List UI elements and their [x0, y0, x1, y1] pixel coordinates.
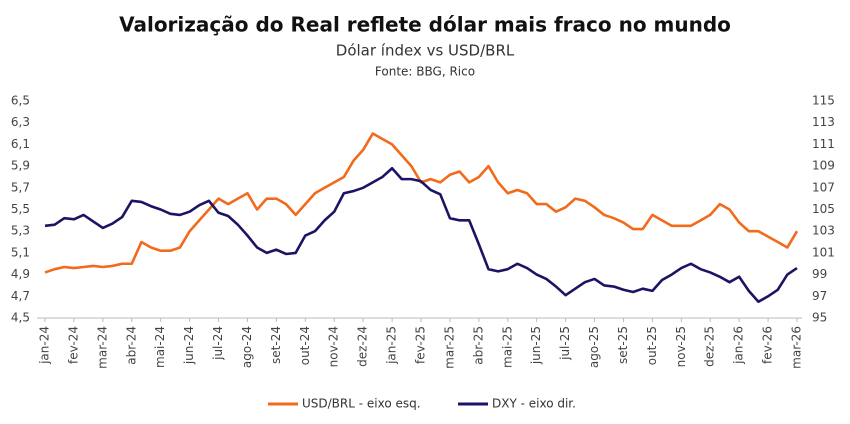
chart-subtitle: Dólar índex vs USD/BRL [336, 42, 515, 60]
x-tick-label: out-24 [298, 326, 312, 365]
x-tick-label: fev-25 [414, 326, 428, 364]
y-tick-label: 5,3 [11, 224, 30, 238]
y-tick-label: 6,5 [11, 94, 30, 108]
y-tick-label: 4,7 [11, 289, 30, 303]
chart-source: Fonte: BBG, Rico [375, 65, 475, 79]
chart-title: Valorização do Real reflete dólar mais f… [119, 13, 731, 37]
y2-tick-label: 103 [812, 224, 835, 238]
y2-tick-label: 109 [812, 159, 835, 173]
y2-tick-label: 115 [812, 94, 835, 108]
y-tick-label: 5,9 [11, 159, 30, 173]
x-tick-label: dez-25 [703, 326, 717, 367]
x-tick-label: fev-26 [761, 326, 775, 364]
y2-tick-label: 105 [812, 202, 835, 216]
x-tick-label: jan-25 [385, 326, 399, 365]
y-tick-label: 5,5 [11, 202, 30, 216]
x-tick-label: dez-24 [356, 326, 370, 367]
y2-tick-label: 95 [812, 311, 827, 325]
x-tick-label: jul-25 [558, 326, 572, 361]
y2-tick-label: 113 [812, 115, 835, 129]
y-tick-label: 6,3 [11, 115, 30, 129]
x-tick-label: abr-25 [471, 326, 485, 365]
x-tick-label: jun-25 [529, 326, 543, 365]
x-tick-label: nov-24 [327, 326, 341, 367]
x-tick-label: set-25 [616, 326, 630, 364]
y2-tick-label: 99 [812, 267, 827, 281]
x-tick-label: mai-25 [500, 326, 514, 368]
y-tick-label: 5,7 [11, 180, 30, 194]
y-tick-label: 4,9 [11, 267, 30, 281]
x-tick-label: jan-24 [38, 326, 52, 365]
x-tick-label: mar-26 [790, 326, 804, 369]
x-tick-label: jun-24 [182, 326, 196, 365]
x-tick-label: mar-24 [95, 326, 109, 369]
x-tick-label: ago-25 [587, 326, 601, 368]
x-tick-label: fev-24 [66, 326, 80, 364]
x-tick-label: ago-24 [240, 326, 254, 368]
legend-label: DXY - eixo dir. [492, 397, 576, 411]
y2-tick-label: 107 [812, 180, 835, 194]
x-tick-label: jan-26 [732, 326, 746, 365]
x-tick-label: mar-25 [442, 326, 456, 369]
x-tick-label: set-24 [269, 326, 283, 364]
x-tick-label: nov-25 [674, 326, 688, 367]
y2-tick-label: 111 [812, 137, 835, 151]
series-line [44, 132, 799, 274]
y-tick-label: 4,5 [11, 311, 30, 325]
legend-label: USD/BRL - eixo esq. [302, 397, 421, 411]
x-tick-label: abr-24 [124, 326, 138, 365]
y-tick-label: 5,1 [11, 245, 30, 259]
x-tick-label: jul-24 [211, 326, 225, 361]
x-tick-label: out-25 [645, 326, 659, 365]
y-tick-label: 6,1 [11, 137, 30, 151]
series-line [44, 166, 798, 304]
y2-tick-label: 101 [812, 245, 835, 259]
x-tick-label: mai-24 [153, 326, 167, 368]
y2-tick-label: 97 [812, 289, 827, 303]
